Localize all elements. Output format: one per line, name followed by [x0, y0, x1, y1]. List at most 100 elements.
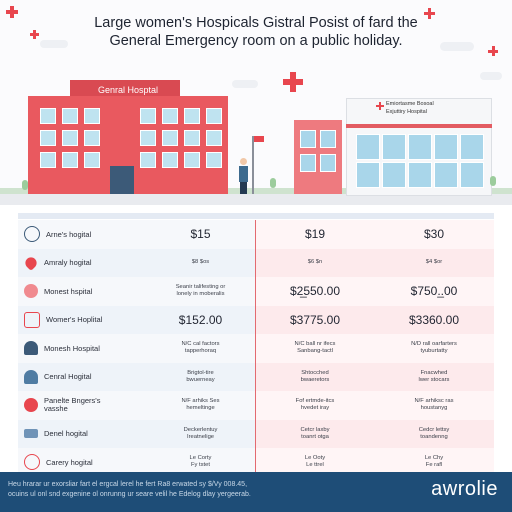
hospital-sign: Genral Hosptal: [97, 85, 159, 95]
heart-outline-icon: [24, 454, 40, 471]
table-row: Panelte Bngers's vasshe N/F arhiks Ses heme…: [18, 391, 494, 420]
window: [40, 152, 56, 168]
emergency-band: [346, 124, 492, 128]
price-note: N/C cal factors tapperhoraq: [181, 341, 220, 355]
price-cell: $19: [256, 220, 374, 249]
window: [62, 152, 78, 168]
price-note: Cedcr lettsy toandenng: [418, 426, 450, 440]
footer-line-1: Heu hrarar ur exorsliar fart el ergcal l…: [8, 481, 248, 488]
price-cell: $3775.00: [256, 305, 374, 334]
price-cell: $15: [146, 220, 256, 249]
window: [460, 162, 484, 188]
price-cell: N/D rall oarfarters tyuburtatty: [374, 334, 494, 363]
medical-cross-icon: [488, 46, 498, 56]
medical-cross-icon: [376, 102, 384, 110]
price-cell: Deckerlentuy Ireatnelige: [146, 419, 256, 448]
hospital-name-cell: Arne's hogital: [18, 220, 146, 249]
window: [382, 134, 406, 160]
price-cell: $2̲550.00: [256, 277, 374, 306]
price-cell: N/C cal factors tapperhoraq: [146, 334, 256, 363]
page-title: Large women's Hospicals Gistral Posist o…: [0, 14, 512, 50]
price-cell: Le Chy Fe rafl: [374, 448, 494, 477]
price-value: $15: [190, 227, 211, 242]
price-note: N/C ball nr ifecs Sanbang-tactl: [294, 341, 336, 355]
price-value: $2̲550.00: [289, 284, 341, 299]
flag: [254, 136, 264, 142]
footer-line-2: ocuins ul onl snd exgenine ol onrunng ur…: [8, 491, 251, 498]
table-row: Amraly hogital $8 $os $6 $n $4 $or: [18, 248, 494, 277]
price-cell: $3360.00: [374, 305, 494, 334]
window: [140, 108, 156, 124]
window: [184, 152, 200, 168]
price-note: $8 $os: [191, 259, 210, 266]
price-cell: N/F arhiks Ses hemeltinge: [146, 391, 256, 420]
hospital-name-cell: Cenral Hogital: [18, 362, 146, 391]
hospital-name-cell: Monest hspital: [18, 277, 146, 306]
window: [84, 130, 100, 146]
window: [184, 130, 200, 146]
hero-illustration: Large women's Hospicals Gistral Posist o…: [0, 0, 512, 205]
window: [84, 152, 100, 168]
table-row: Carery hogital Le Corty Fy tstet Le Ooty Le …: [18, 448, 494, 477]
emergency-sign: Emiortasme Bosoal Exjuttiry Hospital: [372, 100, 482, 122]
hospital-name: Monest hspital: [44, 286, 93, 296]
price-cell: Brigtol-tire bwuerneay: [146, 362, 256, 391]
price-cell: Le Ooty Le ttrel: [256, 448, 374, 477]
table-row: Cenral Hogital Brigtol-tire bwuerneay Shtoc…: [18, 362, 494, 391]
medical-cross-icon: [6, 6, 18, 18]
hospital-name: Denel hogital: [44, 429, 88, 439]
price-note: N/D rall oarfarters tyuburtatty: [411, 341, 457, 355]
window: [408, 134, 432, 160]
window: [408, 162, 432, 188]
people-icon: [24, 369, 38, 384]
flag-pole: [252, 136, 254, 194]
cloud: [480, 72, 502, 80]
price-cell: N/C ball nr ifecs Sanbang-tactl: [256, 334, 374, 363]
price-cell: $4 $or: [374, 248, 494, 277]
price-cell: $750.̲.00: [374, 277, 494, 306]
window: [140, 152, 156, 168]
heartbeat-icon: [24, 311, 40, 328]
window: [320, 154, 336, 172]
hospital-name: Panelte Bngers's vasshe: [44, 396, 101, 414]
tree: [270, 178, 276, 188]
brand-logo: awrolie: [431, 478, 498, 500]
medical-cross-icon: [283, 72, 303, 92]
doctor-icon: [24, 341, 38, 356]
price-note: N/F arhiks Ses hemeltinge: [181, 398, 220, 412]
window: [162, 152, 178, 168]
lawn: [0, 188, 512, 194]
window: [184, 108, 200, 124]
window: [206, 130, 222, 146]
hospital-name-cell: Panelte Bngers's vasshe: [18, 391, 146, 420]
medical-cross-icon: [424, 8, 435, 19]
hospital-name: Carery hogital: [46, 457, 93, 467]
window: [140, 130, 156, 146]
price-cell: N/F arhiksc ras houstanyg: [374, 391, 494, 420]
price-note: Seanir talifesting or lonely in moberalis: [175, 284, 226, 298]
price-note: Brigtol-tire bwuerneay: [186, 369, 215, 383]
window: [460, 134, 484, 160]
window: [382, 162, 406, 188]
hospital-name-cell: Monesh Hospital: [18, 334, 146, 363]
footer: Heu hrarar ur exorsliar fart el ergcal l…: [0, 472, 512, 512]
cloud: [232, 80, 258, 88]
price-value: $152.00: [178, 312, 223, 327]
price-cell: $30: [374, 220, 494, 249]
window: [62, 108, 78, 124]
table-row: Denel hogital Deckerlentuy Ireatnelige Cetc…: [18, 419, 494, 448]
window: [206, 108, 222, 124]
price-note: Le Ooty Le ttrel: [304, 455, 326, 469]
hospital-cost-table: Arne's hogital $15 $19 $30 Amraly hogital $8 …: [18, 213, 494, 477]
medical-cross-icon: [30, 30, 39, 39]
hospital-name: Womer's Hoplital: [46, 315, 103, 325]
window: [162, 108, 178, 124]
price-cell: $8 $os: [146, 248, 256, 277]
window: [84, 108, 100, 124]
title-line-2: General Emergency room on a public holid…: [109, 33, 403, 49]
price-note: Deckerlentuy Ireatnelige: [183, 426, 218, 440]
price-value: $750.̲.00: [410, 284, 458, 299]
table-row: Monest hspital Seanir talifesting or lonel…: [18, 277, 494, 306]
window: [356, 162, 380, 188]
hospital-name: Cenral Hogital: [44, 372, 92, 382]
